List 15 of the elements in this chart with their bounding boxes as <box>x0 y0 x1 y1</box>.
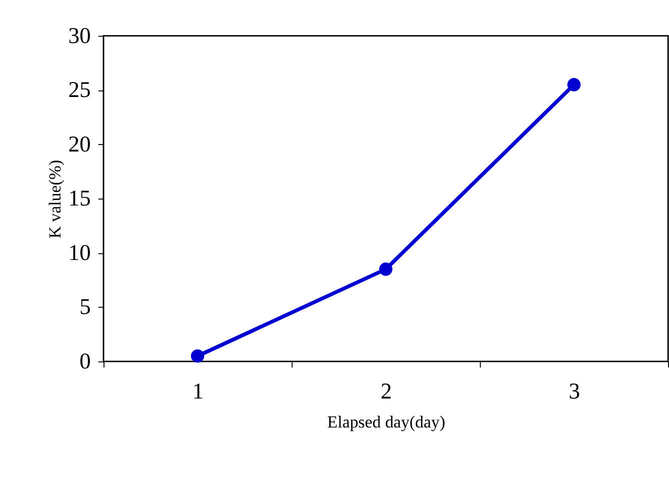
y-axis-title: K value(%) <box>46 160 65 238</box>
y-tick-label: 5 <box>80 294 91 320</box>
y-tick-label: 0 <box>80 348 91 374</box>
point <box>567 78 581 92</box>
y-tick-label: 10 <box>68 240 91 265</box>
x-tick-label: 1 <box>192 378 204 404</box>
y-tick-label: 25 <box>68 77 91 102</box>
point <box>379 262 392 276</box>
x-axis-title: Elapsed day(day) <box>327 412 446 432</box>
x-tick-label: 3 <box>568 378 580 404</box>
x-tick-label: 2 <box>380 378 392 404</box>
y-tick-label: 15 <box>68 186 91 211</box>
point <box>190 349 204 363</box>
y-tick-label: 20 <box>68 131 91 156</box>
y-tick-label: 30 <box>68 22 91 48</box>
